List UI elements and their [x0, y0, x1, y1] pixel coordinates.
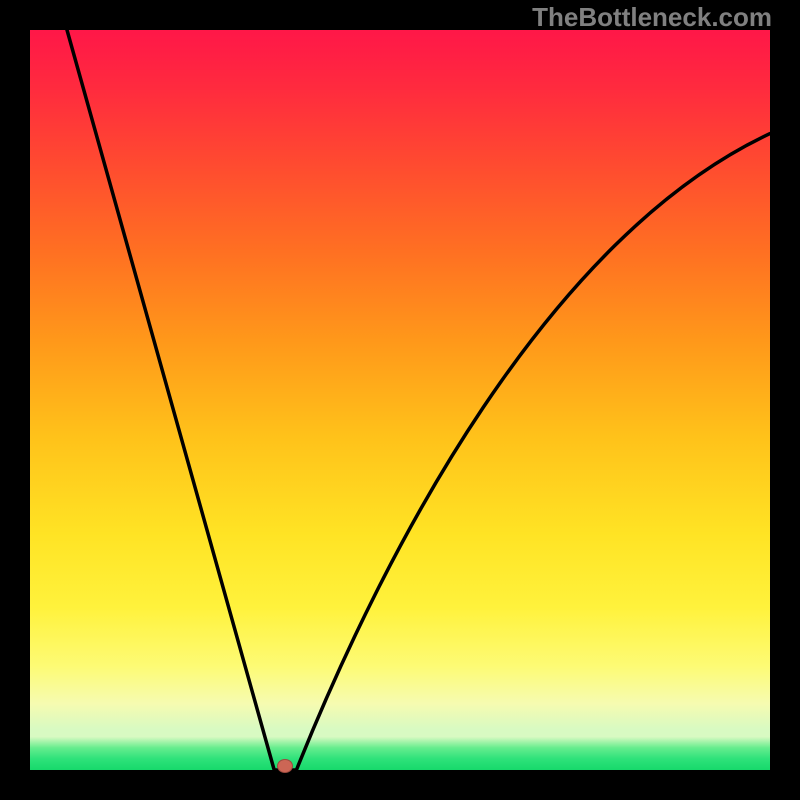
optimum-marker [277, 759, 293, 773]
curve-path [67, 30, 770, 770]
performance-curve [0, 0, 800, 800]
chart-stage: TheBottleneck.com [0, 0, 800, 800]
watermark-text: TheBottleneck.com [532, 2, 772, 33]
